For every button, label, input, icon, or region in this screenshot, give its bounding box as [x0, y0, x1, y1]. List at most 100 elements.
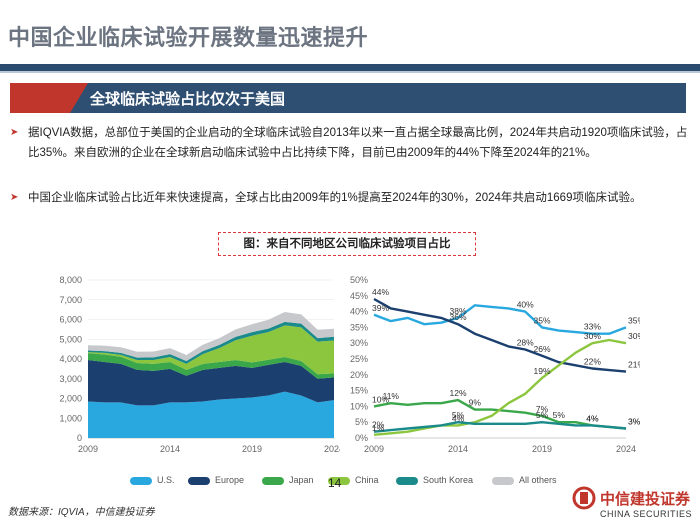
x-tick-label: 2009 [78, 444, 98, 454]
y-tick-label: 5,000 [59, 334, 82, 344]
data-label: 30% [628, 331, 640, 341]
data-label: 7% [536, 404, 549, 414]
y-tick-label: 7,000 [59, 295, 82, 305]
section-title: 全球临床试验占比仅次于美国 [90, 91, 286, 108]
legend-label: All others [519, 475, 557, 485]
line-series-south-korea [373, 420, 627, 433]
y-tick-label: 25% [350, 354, 368, 364]
y-tick-label: 1,000 [59, 413, 82, 423]
legend-swatch [130, 477, 152, 485]
area-series-japan [88, 353, 334, 379]
data-label: 12% [449, 388, 466, 398]
data-label: 1% [372, 423, 385, 433]
section-banner-shape [10, 83, 686, 113]
y-tick-label: 45% [350, 291, 368, 301]
legend-label: Europe [215, 475, 245, 485]
legend-label: China [355, 475, 379, 485]
data-label: 4% [586, 413, 599, 423]
line-series-u-s- [373, 304, 627, 335]
brand-name-cn: 中信建投证券 [600, 490, 691, 508]
stacked-area-chart: 0 1,000 2,000 3,000 4,000 5,000 6,000 7,000 8,00… [59, 275, 340, 454]
bullet-text: 中国企业临床试验占比近年来快速提高，全球占比由2009年的1%提高至2024年的… [28, 192, 642, 204]
data-label: 35% [628, 315, 640, 325]
data-label: 33% [584, 322, 601, 332]
x-tick-label: 2024 [324, 444, 340, 454]
y-tick-label: 6,000 [59, 315, 82, 325]
data-label: 28% [517, 338, 534, 348]
x-tick-label: 2014 [160, 444, 180, 454]
legend-swatch [188, 477, 210, 485]
data-label: 5% [452, 410, 465, 420]
title-rule [0, 64, 700, 71]
y-tick-label: 30% [350, 338, 368, 348]
y-tick-label: 10% [350, 401, 368, 411]
data-label: 26% [533, 344, 550, 354]
x-tick-label: 2014 [448, 444, 468, 454]
data-label: 22% [584, 356, 601, 366]
figure-caption-box [218, 232, 476, 256]
footer-source: 数据来源：IQVIA，中信建投证券 [8, 507, 155, 518]
bullet-arrow-icon: ➤ [10, 192, 19, 203]
bullet-item: ➤ 中国企业临床试验占比近年来快速提高，全球占比由2009年的1%提高至2024… [10, 188, 690, 208]
x-tick-label: 2009 [364, 444, 384, 454]
y-tick-label: 20% [350, 370, 368, 380]
data-label: 2% [372, 420, 385, 430]
data-label: 10% [372, 394, 389, 404]
brand-logo: 中信建投证券 CHINA SECURITIES [570, 482, 700, 522]
brand-name-en: CHINA SECURITIES [600, 509, 692, 519]
legend-label: Japan [289, 475, 314, 485]
legend-label: U.S. [157, 475, 175, 485]
y-tick-label: 50% [350, 275, 368, 285]
x-tick-label: 2019 [532, 444, 552, 454]
page-title: 中国企业临床试验开展数量迅速提升 [8, 25, 369, 50]
y-tick-label: 8,000 [59, 275, 82, 285]
data-label: 5% [536, 410, 549, 420]
y-tick-label: 0% [355, 433, 368, 443]
data-label: 3% [628, 417, 640, 427]
legend-swatch [492, 477, 514, 485]
figure-caption: 图：来自不同地区公司临床试验项目占比 [243, 238, 451, 250]
y-tick-label: 3,000 [59, 374, 82, 384]
data-label: 19% [533, 366, 550, 376]
chart-legend: U.S. Europe Japan China South Korea All other… [130, 474, 600, 488]
y-tick-label: 5% [355, 417, 368, 427]
bullet-item: ➤ 据IQVIA数据，总部位于美国的企业启动的全球临床试验自2013年以来一直占… [10, 123, 690, 163]
data-label: 44% [372, 287, 389, 297]
data-label: 3% [628, 417, 640, 427]
bullet-text: 据IQVIA数据，总部位于美国的企业启动的全球临床试验自2013年以来一直占据全… [28, 127, 688, 159]
data-label: 4% [452, 413, 465, 423]
x-tick-label: 2019 [242, 444, 262, 454]
data-label: 21% [628, 360, 640, 370]
brand-mark-icon: 中信建投证券 CHINA SECURITIES [572, 486, 692, 519]
section-banner [10, 83, 686, 113]
y-tick-label: 4,000 [59, 354, 82, 364]
data-label: 40% [517, 300, 534, 310]
data-label: 11% [383, 391, 400, 401]
y-tick-label: 40% [350, 307, 368, 317]
share-line-chart: 0% 5% 10% 15% 20% 25% 30% 35% 40% 45% 50% 2009 2014 2… [350, 275, 640, 454]
page-number: 14 [328, 476, 342, 490]
x-tick-label: 2024 [616, 444, 636, 454]
y-tick-label: 0 [77, 433, 82, 443]
y-tick-label: 2,000 [59, 394, 82, 404]
legend-label: South Korea [423, 475, 474, 485]
legend-swatch [328, 477, 350, 485]
data-label: 5% [553, 410, 566, 420]
data-label: 35% [533, 315, 550, 325]
area-series-china [88, 325, 334, 375]
line-series-china [373, 338, 627, 436]
legend-swatch [262, 477, 284, 485]
data-label: 39% [372, 303, 389, 313]
data-label: 36% [449, 312, 466, 322]
line-series-europe [373, 297, 627, 373]
data-label: 9% [469, 398, 482, 408]
title-rule-accent [0, 71, 700, 73]
y-tick-label: 35% [350, 322, 368, 332]
data-label: 4% [586, 413, 599, 423]
y-tick-label: 15% [350, 386, 368, 396]
area-series-europe [88, 360, 334, 406]
legend-swatch [396, 477, 418, 485]
area-series-all-others [88, 312, 334, 361]
data-label: 30% [584, 331, 601, 341]
area-series-u-s- [88, 391, 334, 438]
